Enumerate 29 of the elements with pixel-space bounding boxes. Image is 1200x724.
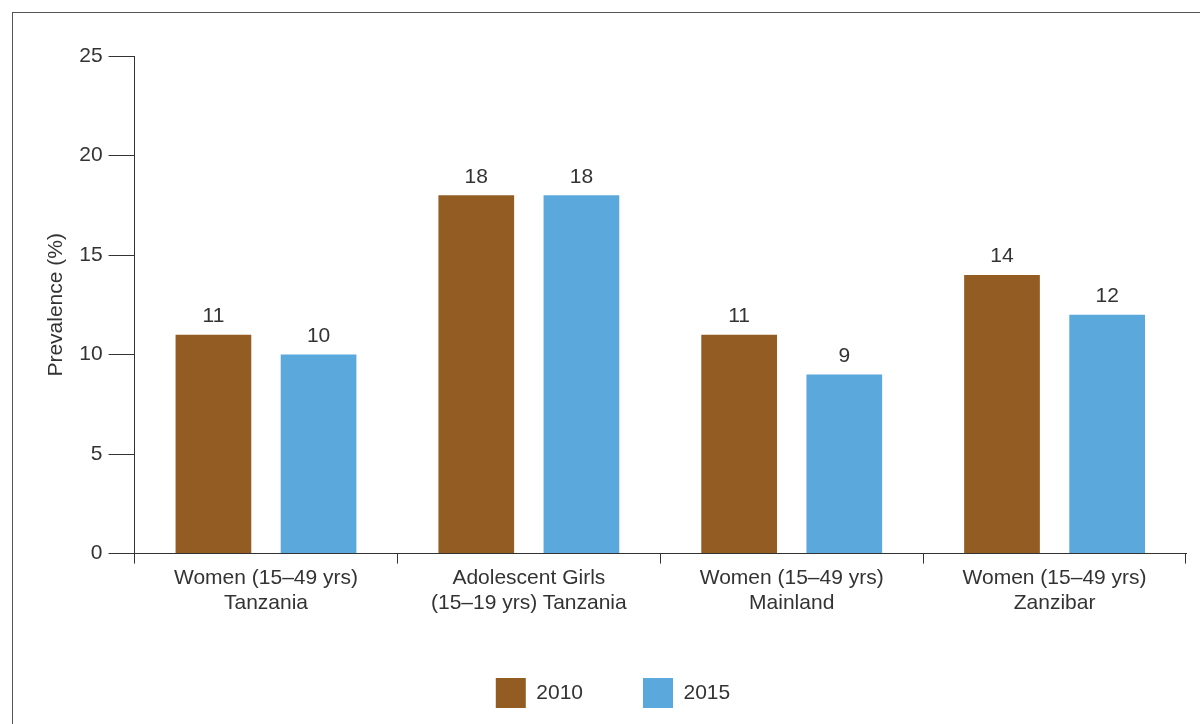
data-label: 10 <box>306 322 331 346</box>
y-tick-label: 10 <box>79 341 103 365</box>
data-label: 9 <box>838 342 851 366</box>
x-tick-label: Adolescent Girls (15–19 yrs) Tanzania <box>430 565 628 614</box>
data-label: 11 <box>202 302 225 326</box>
y-axis-title: Prevalence (%) <box>43 233 67 377</box>
legend-label: 2010 <box>536 679 583 703</box>
bar <box>806 374 883 554</box>
y-tick-label: 20 <box>79 142 103 166</box>
x-tick-label: Women (15–49 yrs) Mainland <box>699 565 884 614</box>
bar <box>175 334 252 554</box>
bar <box>438 195 515 554</box>
bar <box>964 274 1040 554</box>
data-label: 18 <box>464 163 488 187</box>
y-tick-label: 15 <box>79 241 103 265</box>
data-label: 14 <box>990 243 1014 267</box>
bar <box>280 354 357 554</box>
x-tick-label: Women (15–49 yrs) Tanzania <box>173 565 358 614</box>
bar <box>543 195 620 554</box>
data-label: 11 <box>728 302 751 326</box>
bar <box>1069 314 1145 554</box>
x-tick-label: Women (15–49 yrs) Zanzibar <box>962 565 1147 614</box>
y-tick-label: 5 <box>90 440 103 464</box>
y-tick-label: 0 <box>90 540 103 564</box>
legend-label: 2015 <box>683 679 731 703</box>
data-label: 18 <box>569 163 594 187</box>
bar <box>701 334 777 554</box>
data-label: 12 <box>1095 283 1119 307</box>
y-tick-label: 25 <box>79 42 103 66</box>
